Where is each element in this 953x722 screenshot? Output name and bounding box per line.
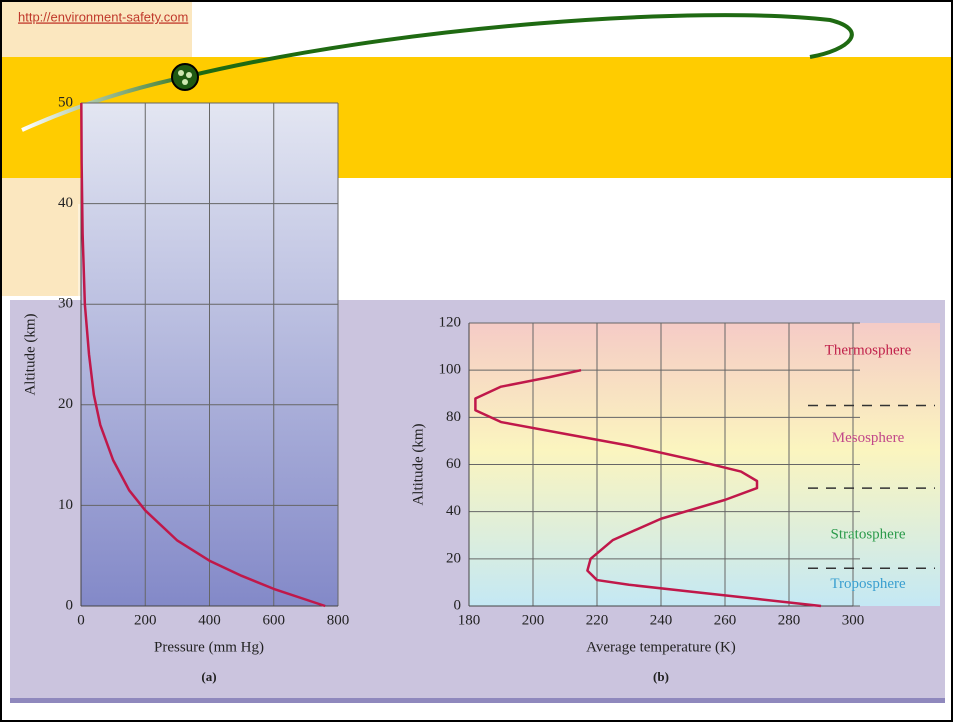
x-tick-label: 220 — [586, 612, 609, 628]
y-tick-label: 10 — [58, 497, 73, 513]
y-tick-label: 80 — [446, 409, 461, 425]
y-tick-label: 0 — [66, 597, 74, 613]
y-tick-label: 50 — [58, 94, 73, 110]
source-url[interactable]: http://environment-safety.com — [18, 9, 188, 24]
planet-dot — [178, 70, 184, 76]
x-tick-label: 180 — [458, 612, 481, 628]
x-tick-label: 200 — [134, 612, 157, 628]
y-axis-label: Altitude (km) — [22, 313, 38, 395]
y-tick-label: 40 — [58, 195, 73, 211]
y-axis-label: Altitude (km) — [410, 423, 426, 505]
orbit-planet — [172, 64, 198, 90]
x-axis-label: Average temperature (K) — [586, 639, 736, 655]
layer-label: Stratosphere — [831, 527, 906, 543]
layer-label: Troposphere — [830, 576, 906, 592]
y-tick-label: 20 — [446, 550, 461, 566]
y-tick-label: 60 — [446, 456, 461, 472]
slide: http://environment-safety.com 0200400600… — [0, 0, 953, 722]
panel-label: (a) — [201, 669, 216, 684]
panel-label: (b) — [653, 669, 669, 684]
x-tick-label: 240 — [650, 612, 673, 628]
y-tick-label: 120 — [439, 314, 462, 330]
x-tick-label: 260 — [714, 612, 737, 628]
x-tick-label: 280 — [778, 612, 801, 628]
x-tick-label: 400 — [198, 612, 221, 628]
planet-dot — [186, 72, 192, 78]
y-tick-label: 20 — [58, 396, 73, 412]
y-tick-label: 30 — [58, 296, 73, 312]
x-axis-label: Pressure (mm Hg) — [154, 639, 264, 655]
planet-dot — [182, 79, 188, 85]
y-tick-label: 40 — [446, 503, 461, 519]
x-tick-label: 0 — [77, 612, 85, 628]
layer-label: Mesosphere — [832, 430, 905, 446]
y-tick-label: 100 — [439, 362, 462, 378]
panel-rule — [10, 698, 945, 703]
x-tick-label: 600 — [263, 612, 286, 628]
x-tick-label: 300 — [842, 612, 865, 628]
x-tick-label: 200 — [522, 612, 545, 628]
x-tick-label: 800 — [327, 612, 350, 628]
y-tick-label: 0 — [454, 597, 462, 613]
layer-label: Thermosphere — [825, 343, 912, 359]
